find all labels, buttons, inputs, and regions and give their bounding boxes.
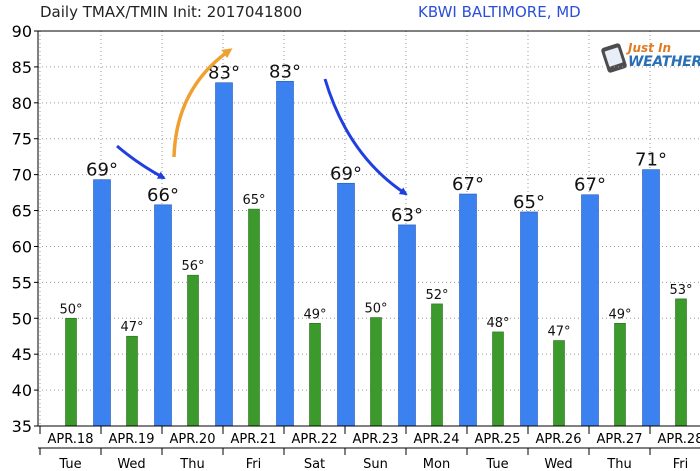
x-day-label: Tue	[485, 457, 508, 471]
tmin-label: 50°	[364, 302, 387, 317]
tmin-bar	[187, 274, 199, 427]
tmin-label: 47°	[547, 325, 570, 340]
logo-line2: WEATHER	[628, 54, 700, 70]
x-category-label: APR.19	[109, 432, 155, 447]
y-tick-label: 40	[12, 381, 32, 400]
x-day-label: Sun	[363, 457, 388, 471]
tmax-label: 69°	[86, 160, 118, 181]
y-tick-label: 85	[12, 58, 32, 77]
x-day-label: Thu	[606, 457, 631, 471]
x-day-label: Wed	[544, 457, 572, 471]
y-tick-label: 70	[12, 166, 32, 185]
x-day-label: Mon	[423, 457, 450, 471]
tmin-label: 47°	[120, 320, 143, 335]
tmax-bar	[459, 193, 477, 427]
y-tick-label: 60	[12, 237, 32, 256]
x-axis: APR.18 Tue APR.19 Wed APR.20 Thu APR.21 Fri APR.…	[38, 425, 700, 471]
x-category-label: APR.22	[292, 432, 338, 447]
y-tick-label: 90	[12, 22, 32, 41]
x-category-label: APR.25	[475, 432, 521, 447]
tmin-label: 50°	[59, 302, 82, 317]
x-category-label: APR.21	[231, 432, 277, 447]
tmin-bar	[248, 208, 260, 427]
tmax-bar	[398, 224, 416, 427]
tmin-bar	[126, 335, 138, 427]
tmin-label: 48°	[486, 316, 509, 331]
x-day-label: Wed	[117, 457, 145, 471]
tmax-label: 67°	[574, 175, 606, 196]
tmin-bar	[370, 317, 382, 427]
tmin-bar	[431, 303, 443, 427]
tmin-bar	[614, 322, 626, 427]
y-tick-label: 55	[12, 273, 32, 292]
x-day-label: Tue	[58, 457, 81, 471]
y-tick-label: 35	[12, 417, 32, 436]
tmax-label: 65°	[513, 192, 545, 213]
tmin-bar	[65, 317, 77, 427]
trend-arrow-down-1	[116, 144, 166, 180]
tmax-bar	[93, 179, 111, 427]
y-tick-label: 75	[12, 130, 32, 149]
y-tick-label: 45	[12, 345, 32, 364]
tmin-bar	[675, 298, 687, 427]
y-tick-label: 80	[12, 94, 32, 113]
tmax-label: 83°	[269, 61, 301, 82]
tmin-bar	[309, 322, 321, 427]
data-labels: 50° 47° 56° 65° 49° 50° 52° 48° 47° 49° 53° 69° 66° 8…	[59, 61, 692, 339]
station-name: KBWI BALTIMORE, MD	[418, 3, 581, 21]
tmin-label: 52°	[425, 288, 448, 303]
tmin-label: 56°	[181, 259, 204, 274]
x-day-label: Sat	[304, 457, 325, 471]
tmin-label: 49°	[303, 307, 326, 322]
tmin-label: 49°	[608, 307, 631, 322]
x-category-label: APR.27	[597, 432, 643, 447]
x-category-label: APR.24	[414, 432, 460, 447]
tmin-bar	[492, 331, 504, 427]
tmax-bar	[581, 194, 599, 427]
tmax-bar	[276, 80, 294, 427]
tmin-bar	[553, 340, 565, 427]
tmax-label: 83°	[208, 63, 240, 84]
x-category-label: APR.28	[658, 432, 700, 447]
x-category-label: APR.23	[353, 432, 399, 447]
tmin-label: 65°	[242, 193, 265, 208]
tmax-label: 69°	[330, 163, 362, 184]
tmax-bar	[154, 204, 172, 427]
tmax-bar	[215, 82, 233, 427]
bars	[65, 80, 687, 427]
y-tick-label: 65	[12, 202, 32, 221]
tmax-bar	[642, 169, 660, 427]
tmax-label: 66°	[147, 185, 179, 206]
x-category-label: APR.26	[536, 432, 582, 447]
chart-title: Daily TMAX/TMIN Init: 2017041800	[40, 3, 303, 21]
trend-arrow-down-2	[323, 78, 408, 196]
tmax-label: 63°	[391, 205, 423, 226]
trend-arrows	[116, 48, 408, 196]
x-day-label: Fri	[673, 457, 689, 471]
y-tick-label: 50	[12, 309, 32, 328]
x-day-label: Fri	[246, 457, 262, 471]
y-axis: 35 40 45 50 55 60 65 70 75 80 85 90	[12, 22, 700, 436]
tmax-label: 67°	[452, 174, 484, 195]
tmax-bar	[520, 211, 538, 427]
tmax-label: 71°	[635, 150, 667, 171]
tmin-label: 53°	[669, 283, 692, 298]
trend-arrow-up	[172, 48, 233, 158]
x-day-label: Thu	[179, 457, 204, 471]
x-category-label: APR.20	[170, 432, 216, 447]
x-category-label: APR.18	[48, 432, 94, 447]
tmax-bar	[337, 182, 355, 427]
